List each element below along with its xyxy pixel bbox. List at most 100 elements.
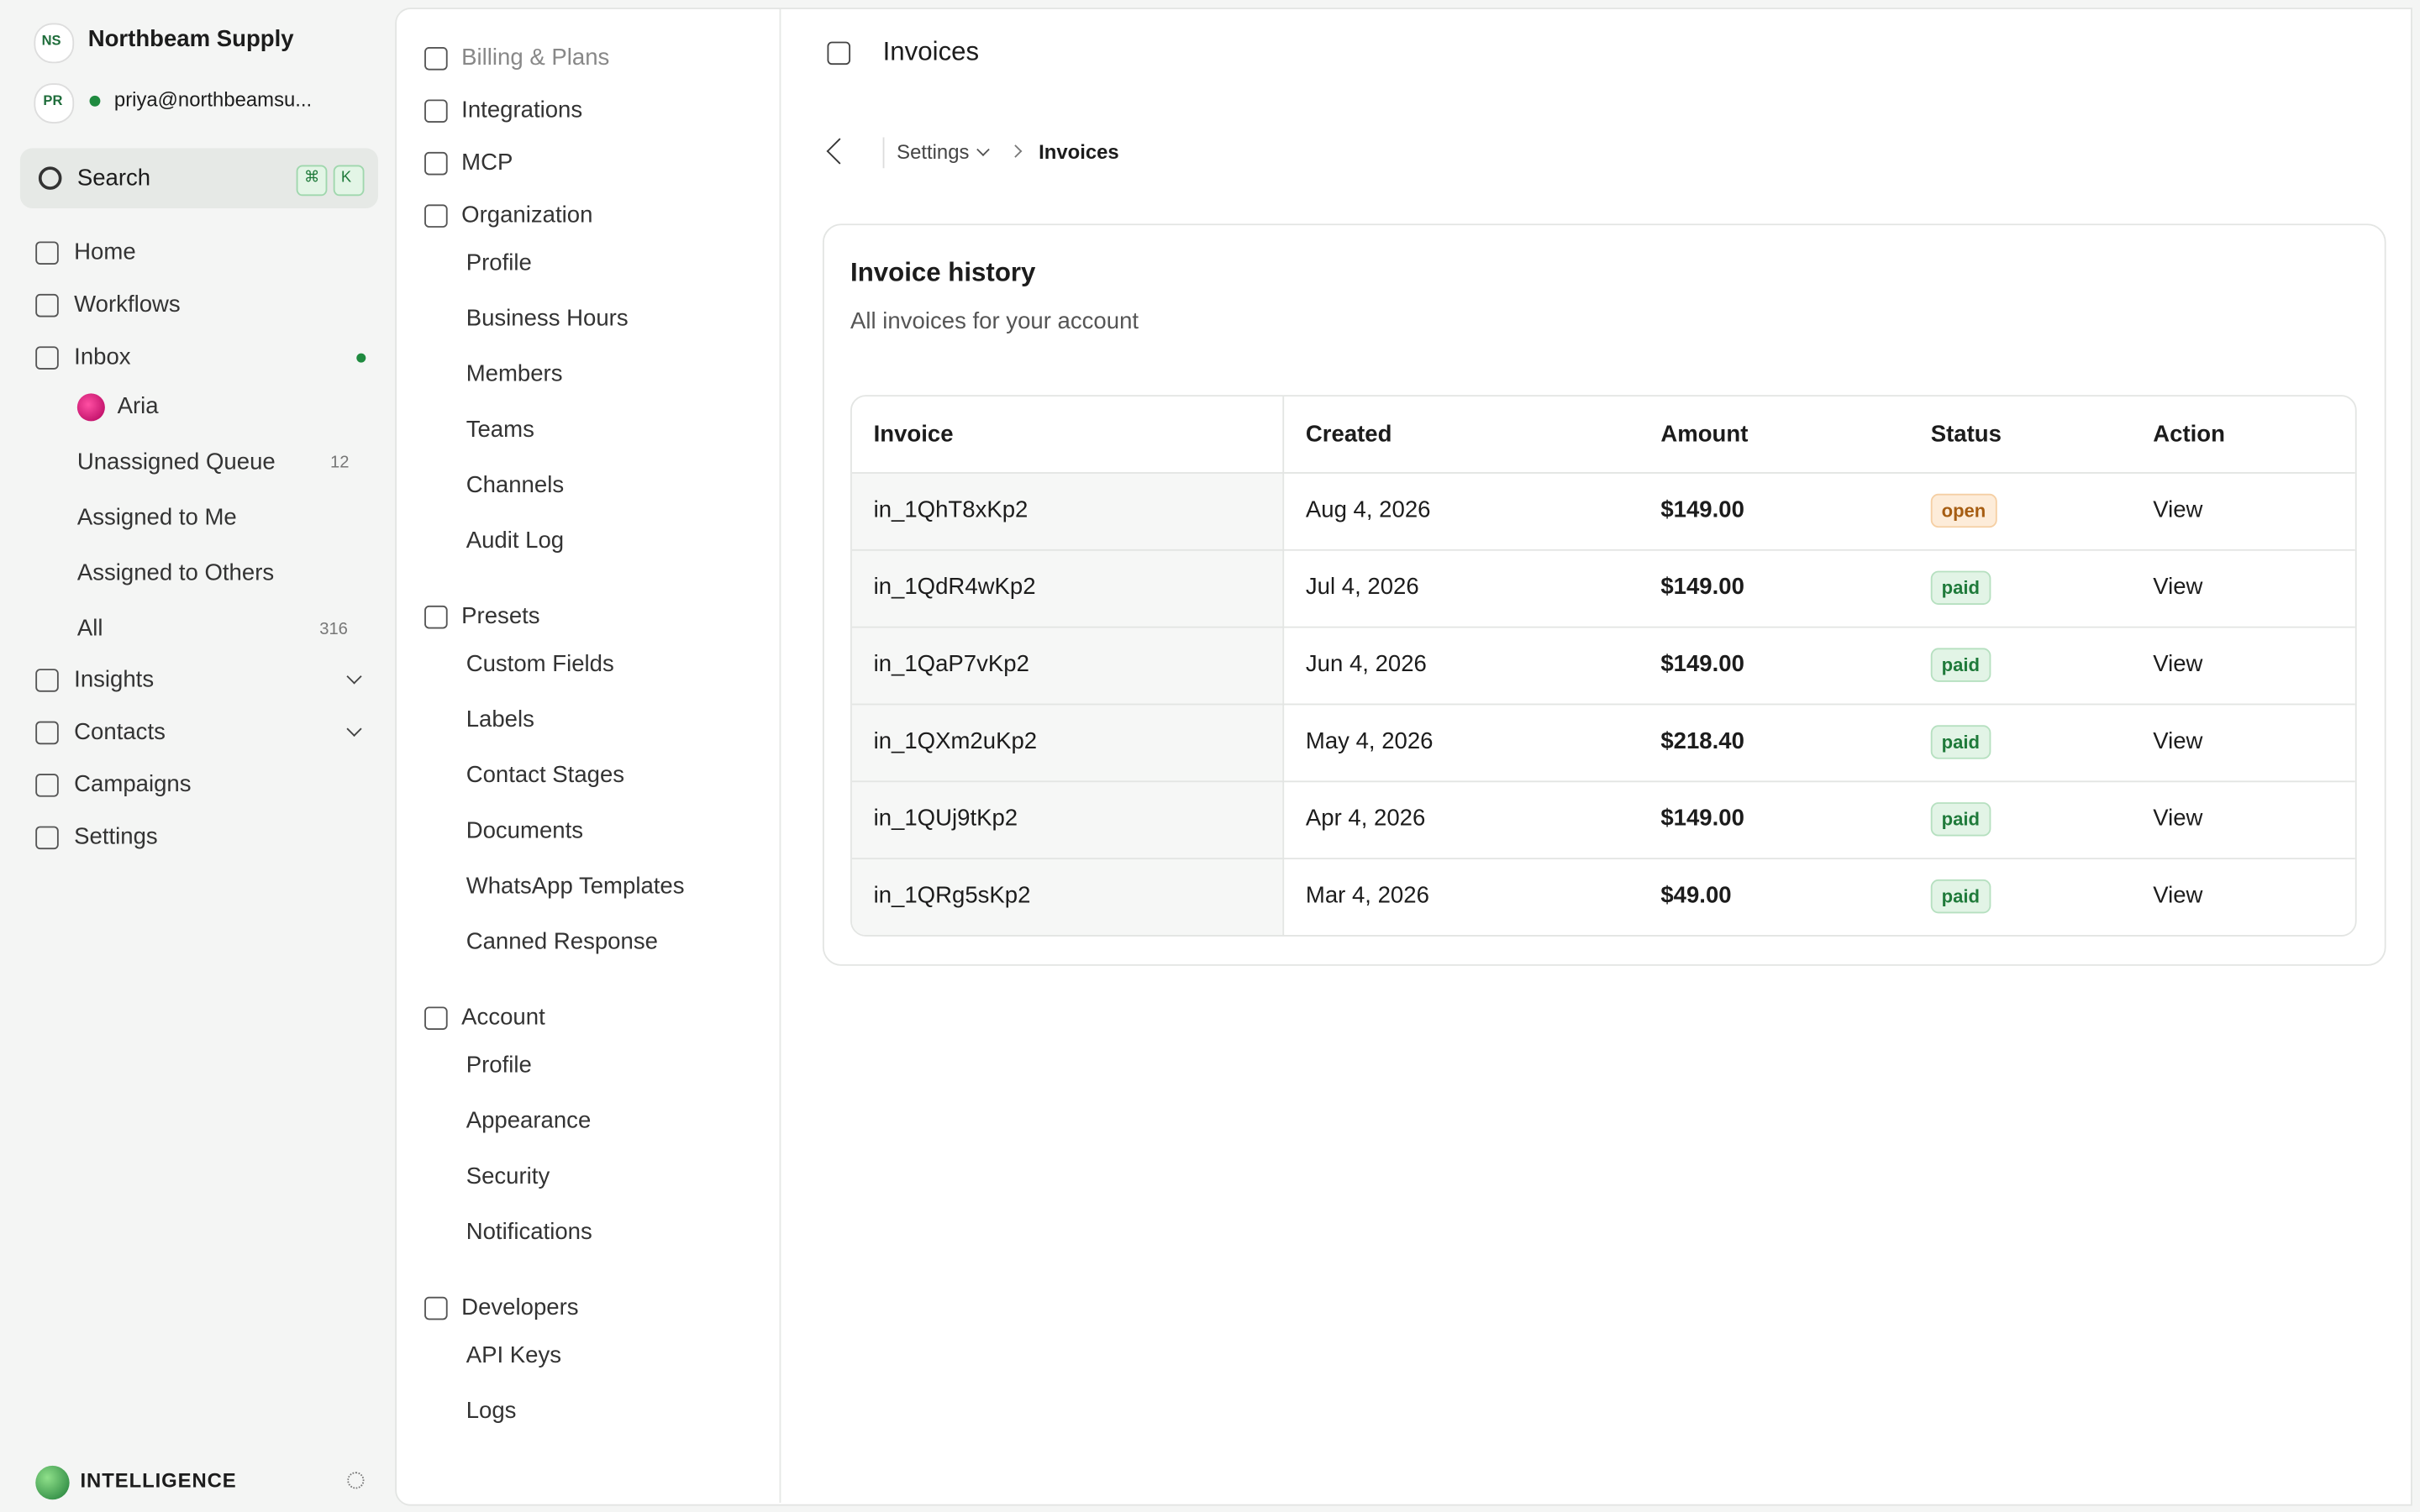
settings-subitem[interactable]: API Keys	[466, 1341, 562, 1369]
settings-subitem[interactable]: Documents	[466, 817, 584, 844]
view-link[interactable]: View	[2153, 651, 2203, 678]
settings-subitem[interactable]: Notifications	[466, 1219, 592, 1246]
settings-subitem[interactable]: Channels	[466, 472, 565, 499]
kbd	[296, 165, 328, 197]
settings-subitem[interactable]: Teams	[466, 416, 534, 444]
user-email[interactable]: priya@northbeamsu...	[113, 87, 313, 112]
settings-subitem[interactable]: Profile	[466, 1052, 532, 1079]
amount: $49.00	[1660, 882, 1732, 909]
status-badge: paid	[1930, 570, 1991, 605]
status-badge: paid	[1930, 648, 1991, 682]
kbd	[333, 165, 365, 197]
icon	[35, 346, 59, 370]
view-link[interactable]: View	[2153, 496, 2203, 523]
icon	[35, 774, 59, 797]
settings-subitem[interactable]: Appearance	[466, 1107, 592, 1134]
nav-item[interactable]: Inbox	[74, 344, 131, 370]
settings-subitem[interactable]: Logs	[466, 1398, 517, 1425]
icon	[424, 99, 448, 123]
view-link[interactable]: View	[2153, 727, 2203, 755]
nav-item[interactable]: Settings	[74, 823, 158, 851]
status-badge: paid	[1930, 879, 1991, 914]
settings-item[interactable]: Organization	[461, 202, 593, 228]
nav-subitem[interactable]: Assigned to Others	[76, 559, 275, 586]
nav-subitem[interactable]: Unassigned Queue	[76, 449, 276, 475]
status-badge: paid	[1930, 802, 1991, 837]
nav-subitem[interactable]: Aria	[117, 393, 159, 420]
settings-subitem[interactable]: Security	[466, 1163, 550, 1190]
user-initials: PR	[43, 92, 63, 108]
icon	[424, 204, 448, 228]
settings-item[interactable]: Integrations	[461, 97, 583, 123]
view-link[interactable]: View	[2153, 805, 2203, 832]
chevron	[346, 669, 362, 685]
brand-logo	[35, 1465, 70, 1500]
nav-item[interactable]: Workflows	[74, 291, 181, 318]
settings-subitem[interactable]: Audit Log	[466, 528, 565, 554]
search-icon	[38, 166, 62, 190]
workspace-avatar	[34, 23, 75, 64]
nav-item[interactable]: Insights	[74, 666, 155, 693]
column-header: Created	[1305, 421, 1392, 448]
table: Invoice Created Amount Status Action in_1QhT8…	[850, 395, 2357, 937]
nav-item[interactable]: Home	[74, 239, 136, 265]
divider	[882, 137, 885, 169]
view-link[interactable]: View	[2153, 574, 2203, 601]
settings-item[interactable]: Presets	[461, 603, 540, 630]
icon	[35, 826, 59, 850]
created-date: Jun 4, 2026	[1305, 651, 1427, 678]
row-divider	[851, 626, 2355, 628]
kbd-key: ⌘	[303, 170, 320, 187]
created-date: Aug 4, 2026	[1305, 496, 1431, 523]
row-divider	[851, 858, 2355, 860]
settings-item[interactable]: Billing & Plans	[461, 45, 610, 71]
invoice-id: in_1QhT8xKp2	[873, 496, 1028, 523]
search-label: Search	[76, 165, 151, 192]
gear	[347, 1472, 365, 1489]
view-link[interactable]: View	[2153, 882, 2203, 909]
amount: $149.00	[1660, 651, 1744, 678]
column-header: Invoice	[873, 421, 954, 448]
divider	[779, 9, 781, 1503]
created-date: Mar 4, 2026	[1305, 882, 1429, 909]
card-title: Invoice history	[850, 257, 1036, 287]
invoice-id: in_1QXm2uKp2	[873, 727, 1038, 755]
settings-item[interactable]: MCP	[461, 150, 513, 176]
settings-subitem[interactable]: Business Hours	[466, 305, 629, 332]
workspace-name[interactable]: Northbeam Supply	[87, 26, 294, 53]
icon	[35, 669, 59, 692]
invoice-id: in_1QdR4wKp2	[873, 574, 1036, 601]
collapse-icon[interactable]	[827, 41, 851, 66]
settings-subitem[interactable]: Contact Stages	[466, 762, 625, 789]
icon	[424, 1006, 448, 1031]
settings-item[interactable]: Developers	[461, 1294, 579, 1321]
breadcrumb-current: Invoices	[1039, 140, 1119, 164]
settings-subitem[interactable]: Custom Fields	[466, 651, 614, 678]
breadcrumb[interactable]: Settings	[897, 140, 970, 164]
column-divider	[1282, 396, 1285, 936]
icon	[424, 47, 448, 71]
settings-subitem[interactable]: Labels	[466, 706, 534, 733]
kbd-key: K	[340, 170, 352, 187]
amount: $149.00	[1660, 496, 1744, 523]
settings-subitem[interactable]: Canned Response	[466, 928, 658, 955]
invoice-id: in_1QaP7vKp2	[873, 651, 1029, 678]
settings-subitem[interactable]: Members	[466, 360, 563, 388]
avatar	[34, 83, 75, 123]
icon	[424, 151, 448, 176]
nav-subitem[interactable]: Assigned to Me	[76, 504, 237, 531]
nav-count: 316	[319, 620, 348, 639]
nav-subitem[interactable]: All	[76, 615, 103, 643]
created-date: Jul 4, 2026	[1305, 574, 1419, 601]
brand: INTELLIGENCE	[80, 1468, 237, 1493]
settings-subitem[interactable]: WhatsApp Templates	[466, 873, 685, 900]
settings-item[interactable]: Account	[461, 1004, 545, 1031]
page-title: Invoices	[882, 37, 980, 66]
agent-avatar	[76, 393, 105, 422]
nav-item[interactable]: Contacts	[74, 718, 166, 746]
nav-item[interactable]: Campaigns	[74, 771, 192, 798]
settings-subitem[interactable]: Profile	[466, 249, 532, 276]
icon	[35, 293, 59, 318]
amount: $149.00	[1660, 574, 1744, 601]
workspace-initials: NS	[41, 32, 61, 48]
